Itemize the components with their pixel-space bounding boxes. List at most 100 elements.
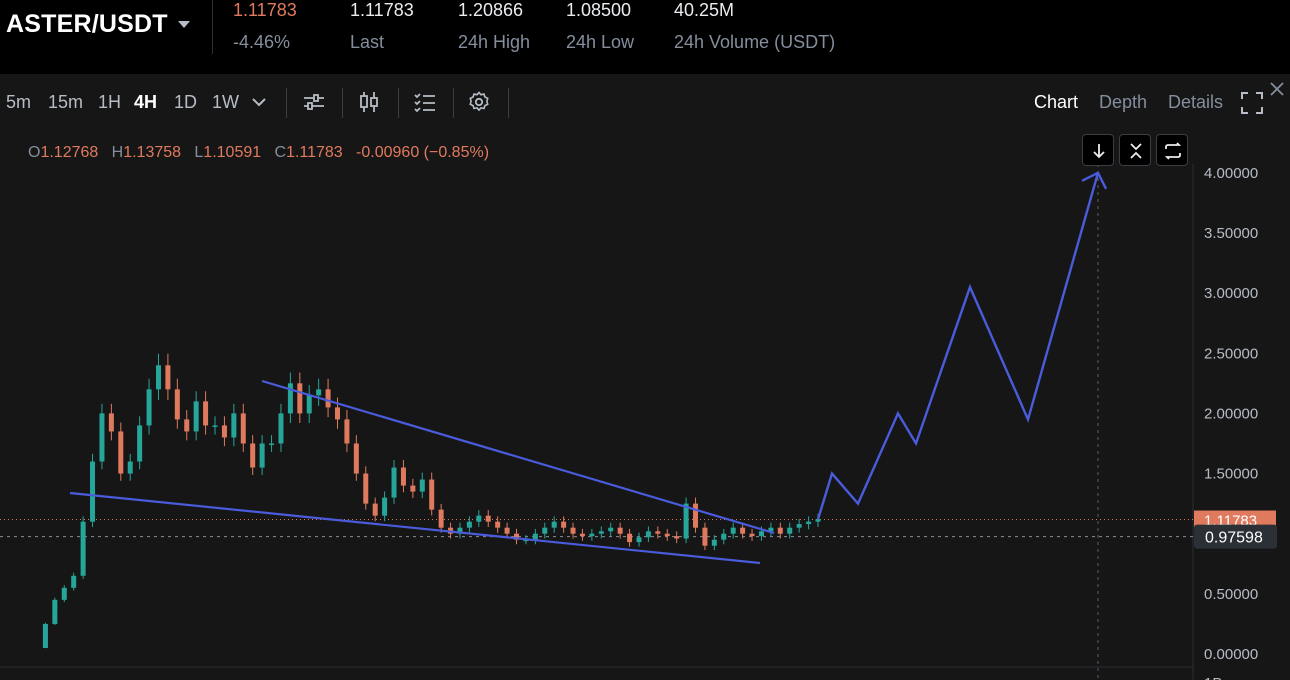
candle-body — [240, 413, 246, 444]
crosshair-price-label: 0.97598 — [1205, 530, 1263, 547]
candle-body — [476, 515, 482, 522]
low-label: 24h Low — [566, 32, 635, 52]
candle-body — [815, 519, 821, 522]
candle-body — [438, 509, 444, 528]
candle-body — [551, 521, 557, 528]
candle-body — [532, 533, 538, 540]
candle-body — [683, 503, 689, 539]
candle-body — [674, 536, 680, 539]
last-label: Last — [350, 32, 385, 52]
candle-body — [155, 365, 161, 390]
candle-body — [52, 599, 58, 624]
chart-panel: 4.00000 3.50000 3.00000 2.50000 2.00000 1.500… — [0, 74, 1290, 680]
candle-body — [636, 537, 642, 543]
price-change-pct: -4.46% — [233, 32, 291, 52]
candle-body — [664, 533, 670, 537]
reset-button[interactable] — [1156, 134, 1188, 166]
indicators-icon[interactable] — [302, 90, 326, 114]
candle-body — [749, 533, 755, 537]
pair-name: ASTER/USDT — [6, 10, 168, 38]
candle-body — [400, 467, 406, 486]
change-value: -0.00960 (−0.85%) — [356, 144, 490, 161]
price-chart[interactable]: 4.00000 3.50000 3.00000 2.50000 2.00000 1.500… — [0, 74, 1290, 680]
candle-body — [80, 521, 86, 576]
toolbar-divider — [453, 88, 454, 118]
candle-body — [758, 531, 764, 537]
chart-toolbar: 5m 15m 1H 4H 1D 1W Char — [0, 74, 1290, 130]
candle-body — [344, 419, 350, 444]
timeframe-1h[interactable]: 1H — [98, 92, 122, 112]
last-value: 1.11783 — [350, 0, 414, 20]
candle-body — [212, 425, 218, 427]
candle-body — [231, 413, 237, 438]
last-stat: 1.11783 Last — [350, 0, 414, 52]
high-label: H — [111, 144, 124, 161]
candle-body — [410, 485, 416, 492]
candle-body — [382, 497, 388, 516]
collapse-button[interactable] — [1119, 134, 1151, 166]
upper-trendline — [261, 379, 775, 535]
candle-body — [514, 533, 520, 540]
candle-body — [542, 527, 548, 534]
candle-body — [71, 575, 77, 588]
candle-type-icon[interactable] — [357, 90, 381, 114]
volume-label: 24h Volume (USDT) — [674, 32, 836, 52]
candle-body — [495, 521, 501, 528]
candle-body — [504, 527, 510, 534]
close-icon[interactable] — [1266, 78, 1288, 100]
candle-body — [645, 531, 651, 538]
timeframe-5m[interactable]: 5m — [6, 92, 32, 112]
candle-body — [523, 539, 529, 542]
high-label: 24h High — [458, 32, 531, 52]
candle-body — [325, 389, 331, 408]
scroll-to-latest-icon — [1093, 144, 1105, 159]
candle-body — [363, 473, 369, 504]
candle-body — [353, 443, 359, 474]
timeframe-1d[interactable]: 1D — [174, 92, 198, 112]
lower-trendline — [69, 491, 761, 565]
candle-body — [457, 527, 463, 534]
timeframe-4h[interactable]: 4H — [134, 92, 158, 112]
candle-body — [570, 527, 576, 534]
candle-body — [221, 425, 227, 438]
price-tick-label: 3.50000 — [1204, 225, 1258, 242]
timeframe-1w[interactable]: 1W — [212, 92, 239, 112]
price-tick-label: 0.00000 — [1204, 646, 1258, 663]
candle-body — [42, 623, 48, 648]
current-price: 1.11783 — [233, 0, 297, 20]
candle-body — [730, 527, 736, 534]
header-divider — [212, 0, 213, 54]
tab-chart[interactable]: Chart — [1034, 92, 1079, 112]
high-value: 1.13758 — [123, 144, 182, 161]
volume-value: 40.25M — [674, 0, 735, 20]
candle-body — [297, 383, 303, 414]
low-value: 1.10591 — [203, 144, 262, 161]
candle-body — [278, 413, 284, 444]
volume-stat: 40.25M 24h Volume (USDT) — [674, 0, 835, 52]
chevron-down-icon[interactable] — [247, 90, 271, 114]
candle-body — [203, 401, 209, 426]
tab-depth[interactable]: Depth — [1099, 92, 1148, 112]
candle-body — [127, 461, 133, 474]
collapse-icon — [1130, 143, 1142, 159]
candle-body — [184, 419, 190, 432]
low-value: 1.08500 — [566, 0, 632, 20]
pair-selector[interactable]: ASTER/USDT — [6, 10, 190, 39]
candle-body — [702, 527, 708, 546]
candle-body — [306, 395, 312, 414]
templates-icon[interactable] — [413, 90, 437, 114]
candle-body — [193, 401, 199, 432]
timeframe-15m[interactable]: 15m — [48, 92, 84, 112]
toolbar-divider — [398, 88, 399, 118]
candle-body — [137, 425, 143, 462]
candle-body — [429, 479, 435, 510]
scroll-to-latest-button[interactable] — [1082, 134, 1114, 166]
settings-icon[interactable] — [467, 90, 491, 114]
candle-body — [287, 383, 293, 414]
tab-details[interactable]: Details — [1168, 92, 1224, 112]
candle-body — [90, 461, 96, 522]
candle-body — [579, 533, 585, 537]
candle-body — [617, 527, 623, 534]
candle-body — [796, 524, 802, 528]
fullscreen-icon[interactable] — [1240, 91, 1264, 115]
